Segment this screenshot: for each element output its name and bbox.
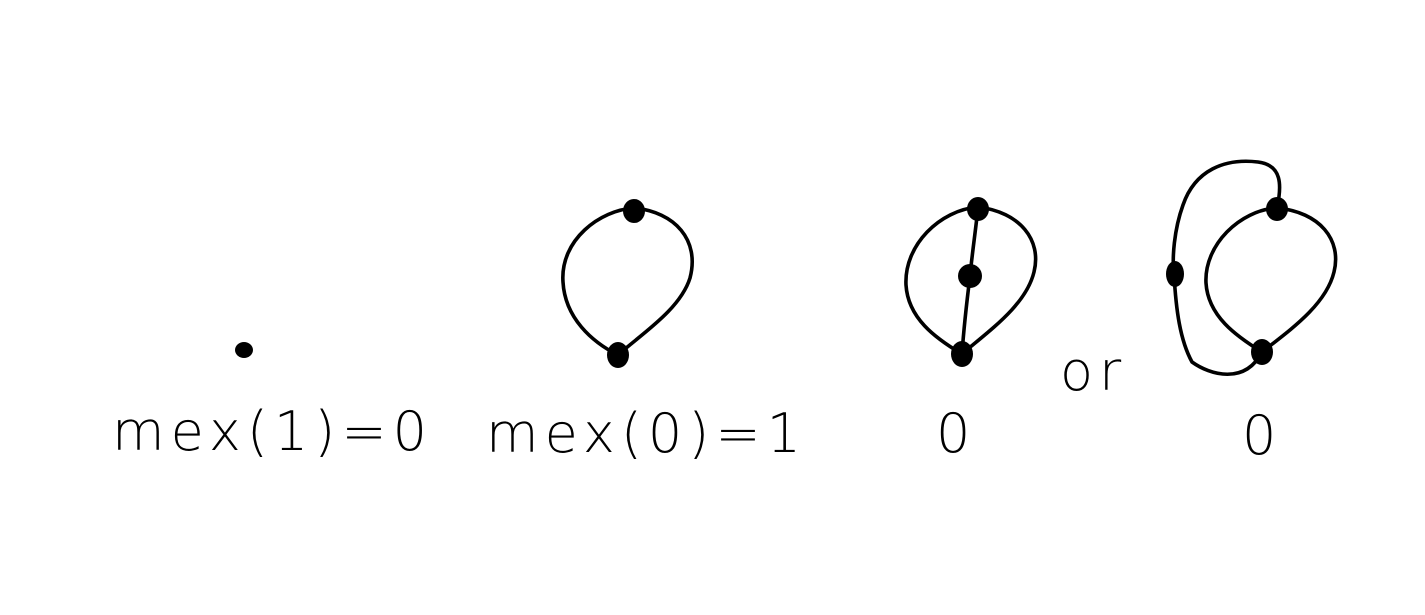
label-connector: or (1060, 340, 1127, 403)
inner-loop-edge (1204, 206, 1338, 354)
vertex-bottom (951, 341, 973, 367)
two-vertex-loop-figure (561, 199, 694, 368)
label-result-b: 0 (1242, 404, 1282, 467)
loop-with-chord-figure (904, 197, 1038, 367)
label-result-a: 0 (936, 402, 976, 465)
label-mex-zero: mex(0)=1 (486, 402, 807, 465)
vertex-bottom (607, 342, 629, 368)
vertex-top (1266, 197, 1288, 221)
vertex-top (967, 197, 989, 221)
outer-arc-edge (1171, 159, 1282, 377)
vertex-bottom (1251, 339, 1273, 365)
loop-with-outer-arc-figure (1166, 159, 1338, 377)
loop-edge (561, 206, 694, 357)
single-vertex-figure (235, 342, 253, 358)
vertex-top (623, 199, 645, 223)
vertex-side (1166, 261, 1184, 287)
label-mex-one: mex(1)=0 (112, 400, 433, 463)
vertex-single (235, 342, 253, 358)
vertex-middle (958, 264, 982, 288)
